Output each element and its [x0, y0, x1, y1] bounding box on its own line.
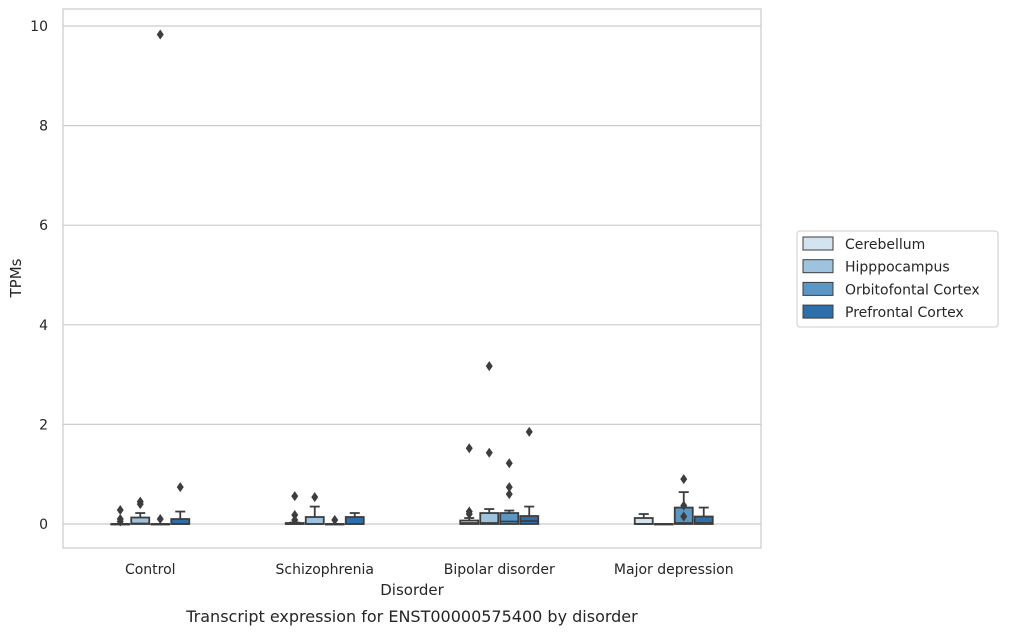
- y-tick-label: 6: [39, 218, 48, 234]
- y-tick-label: 8: [39, 119, 48, 135]
- legend-swatch: [802, 259, 834, 274]
- box-prefrontal-cortex: [519, 426, 540, 525]
- outlier-marker: [116, 505, 124, 516]
- x-tick-label: Bipolar disorder: [444, 562, 555, 578]
- outlier-marker: [525, 426, 533, 437]
- outlier-marker: [156, 514, 164, 525]
- box-orbitofontal-cortex: [673, 474, 694, 525]
- legend-label: Orbitofontal Cortex: [845, 282, 980, 298]
- outlier-marker: [465, 443, 473, 454]
- x-axis-label: Disorder: [380, 581, 444, 599]
- outlier-marker: [505, 482, 513, 493]
- y-tick-label: 0: [39, 517, 48, 533]
- box-hipppocampus: [304, 492, 325, 525]
- legend-swatch: [802, 236, 834, 251]
- outlier-marker: [505, 489, 513, 500]
- legend-label: Cerebellum: [845, 237, 925, 253]
- x-tick-labels: Control Schizophrenia Bipolar disorder Majo…: [125, 562, 734, 578]
- legend-label: Prefrontal Cortex: [845, 305, 964, 321]
- y-tick-label: 4: [39, 318, 48, 334]
- plot-area: [62, 8, 762, 549]
- outlier-marker: [465, 509, 473, 520]
- y-tick-labels: 0 2 4 6 8 10: [30, 19, 48, 533]
- box-cerebellum: [459, 443, 480, 525]
- outlier-marker: [291, 515, 299, 526]
- box-iqr: [479, 512, 500, 525]
- outlier-marker: [680, 511, 688, 522]
- outlier-marker: [485, 361, 493, 372]
- outlier-marker: [505, 458, 513, 469]
- box-cerebellum: [633, 513, 654, 525]
- legend: Cerebellum Hipppocampus Orbitofontal Corte…: [796, 230, 999, 328]
- outlier-marker: [680, 474, 688, 485]
- box-orbitofontal-cortex: [499, 458, 520, 525]
- legend-swatch: [802, 304, 834, 319]
- y-tick-label: 10: [30, 19, 48, 35]
- legend-label: Hipppocampus: [845, 260, 950, 276]
- outlier-marker: [680, 500, 688, 511]
- box-hipppocampus: [130, 496, 151, 525]
- box-hipppocampus: [653, 523, 674, 526]
- chart-caption: Transcript expression for ENST0000057540…: [185, 607, 638, 626]
- box-iqr: [499, 512, 520, 525]
- box-groups: [110, 29, 714, 527]
- legend-frame: [796, 230, 999, 328]
- box-prefrontal-cortex: [344, 512, 365, 525]
- legend-swatch: [802, 281, 834, 296]
- box-iqr: [304, 516, 325, 525]
- outlier-marker: [156, 29, 164, 40]
- box-iqr: [693, 515, 714, 525]
- outlier-marker: [136, 499, 144, 510]
- x-tick-label: Control: [125, 562, 176, 578]
- outlier-marker: [331, 515, 339, 526]
- box-orbitofontal-cortex: [150, 29, 171, 526]
- box-hipppocampus: [479, 361, 500, 525]
- outlier-marker: [176, 482, 184, 493]
- box-iqr: [344, 516, 365, 525]
- y-tick-label: 2: [39, 417, 48, 433]
- y-axis-label: TPMs: [7, 258, 25, 298]
- x-tick-label: Major depression: [614, 562, 734, 578]
- outlier-marker: [311, 492, 319, 503]
- outlier-marker: [485, 447, 493, 458]
- outlier-marker: [291, 491, 299, 502]
- outlier-marker: [116, 516, 124, 527]
- box-cerebellum: [284, 491, 305, 526]
- box-iqr: [519, 515, 540, 525]
- box-prefrontal-cortex: [693, 506, 714, 525]
- box-prefrontal-cortex: [170, 482, 191, 525]
- box-cerebellum: [110, 505, 131, 527]
- box-orbitofontal-cortex: [324, 515, 345, 526]
- x-tick-label: Schizophrenia: [276, 562, 374, 578]
